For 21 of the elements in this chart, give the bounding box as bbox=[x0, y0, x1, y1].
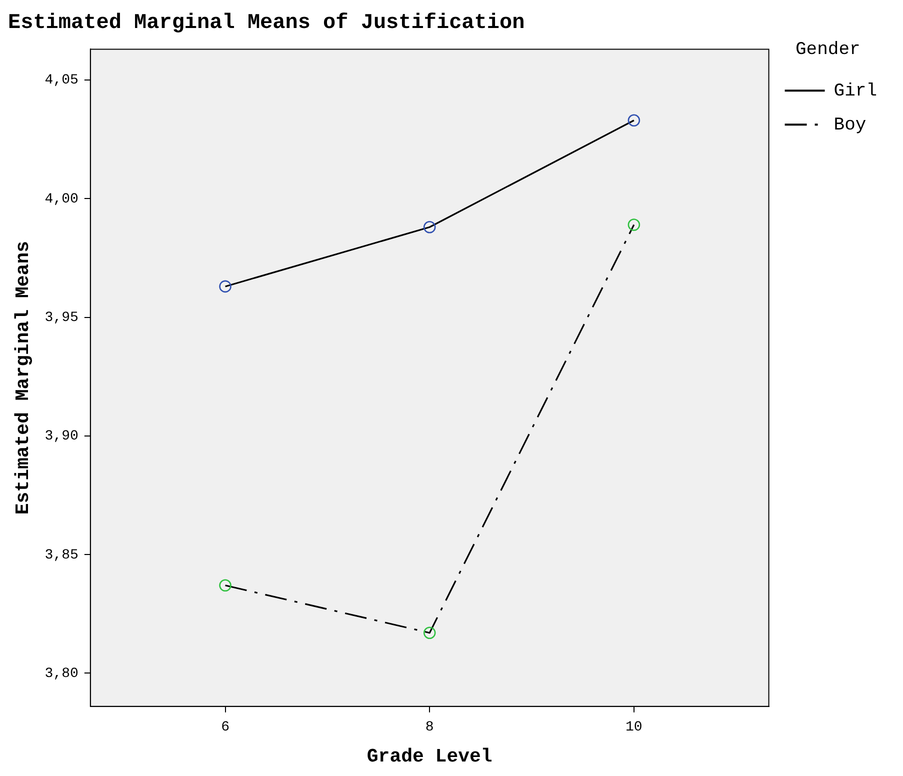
point bbox=[423, 626, 436, 639]
legend-label: Boy bbox=[834, 115, 866, 136]
point bbox=[423, 220, 436, 234]
x-axis-title: Grade Level bbox=[366, 745, 492, 768]
point bbox=[628, 218, 640, 231]
y-tick-label: 4,00 bbox=[44, 191, 78, 208]
legend-label: Girl bbox=[834, 81, 878, 102]
y-tick-label: 3,80 bbox=[44, 666, 78, 682]
x-tick-label: 6 bbox=[221, 720, 230, 736]
y-tick-label: 3,90 bbox=[44, 428, 78, 445]
y-tick-label: 3,95 bbox=[44, 310, 78, 326]
legend-title: Gender bbox=[795, 40, 860, 60]
x-tick-label: 8 bbox=[425, 720, 434, 736]
chart-title: Estimated Marginal Means of Justification bbox=[8, 12, 525, 35]
point bbox=[628, 114, 640, 127]
x-tick-label: 10 bbox=[626, 720, 642, 736]
point bbox=[219, 579, 232, 592]
point bbox=[219, 280, 232, 293]
y-tick-label: 4,05 bbox=[44, 72, 78, 89]
y-axis-title: Estimated Marginal Means bbox=[12, 240, 34, 515]
y-tick-label: 3,85 bbox=[44, 547, 78, 564]
